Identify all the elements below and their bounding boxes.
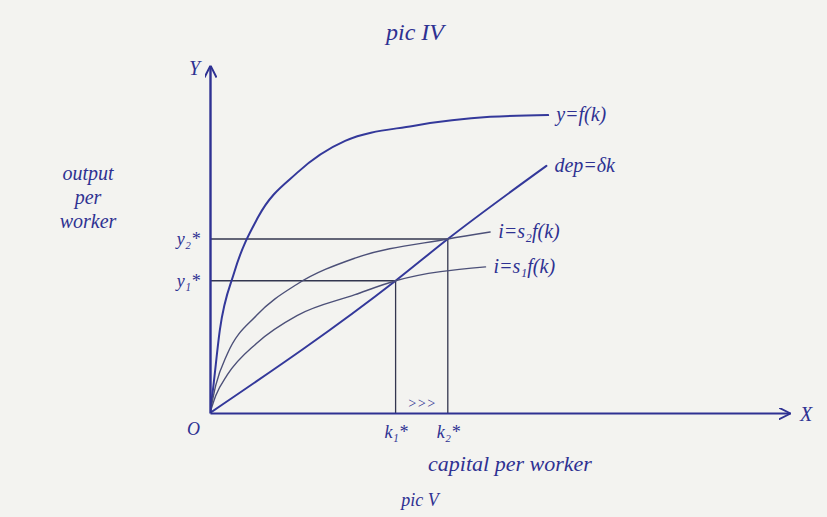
x-tick: k₂*: [437, 413, 460, 442]
y-axis-letter: Y: [189, 57, 202, 79]
x-axis-title: capital per worker: [428, 451, 592, 476]
chart: y=f(k) dep=δk i=s₂f(k) i=s₁f(k) k₁* k₂* y₁* y₂*…: [0, 0, 827, 517]
y-tick-label: y₂*: [175, 229, 200, 249]
y-axis: y₁* y₂*: [175, 66, 211, 414]
x-axis-letter: X: [799, 403, 813, 425]
x-guide-line: [395, 281, 396, 413]
y-axis-line: [209, 66, 211, 414]
y-axis-title: outputperworker: [60, 162, 117, 232]
annotation: >>>: [408, 396, 436, 411]
x-tick-label: k₂*: [437, 422, 460, 442]
series-line: [210, 166, 546, 413]
x-axis-line: [211, 413, 791, 415]
series-line: [210, 267, 486, 413]
y-tick: y₁*: [175, 271, 210, 291]
x-guide-line: [447, 239, 448, 413]
background: [0, 0, 827, 517]
x-axis: k₁* k₂*: [211, 413, 791, 442]
y-tick: y₂*: [175, 229, 210, 249]
x-tick-label: k₁*: [384, 422, 407, 442]
caption: pic V: [399, 490, 440, 510]
title: pic IV: [384, 19, 446, 45]
x-tick: k₁*: [384, 413, 407, 442]
series-label: dep=δk: [554, 154, 616, 177]
series-label: y=f(k): [554, 103, 606, 126]
series-labels: y=f(k) dep=δk i=s₂f(k) i=s₁f(k): [494, 103, 617, 278]
series-label: i=s₁f(k): [494, 255, 556, 278]
series-line: [210, 232, 490, 413]
y-tick-label: y₁*: [175, 271, 200, 291]
origin-label: O: [187, 419, 200, 439]
series-label: i=s₂f(k): [498, 220, 560, 243]
